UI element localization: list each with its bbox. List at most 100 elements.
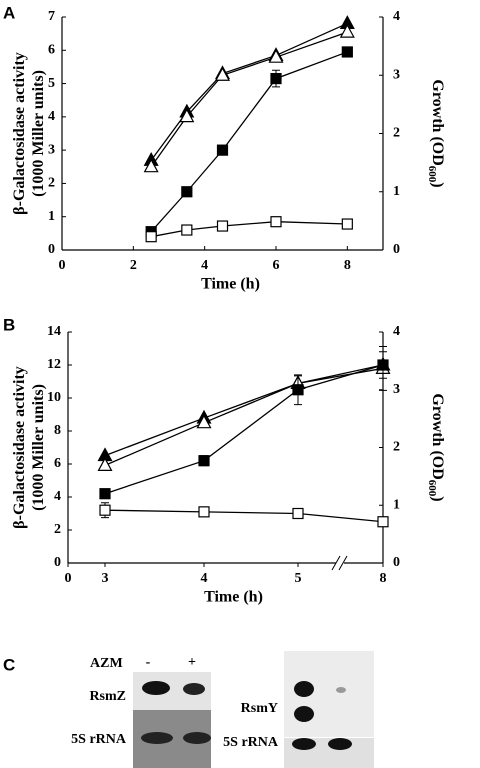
axis-break <box>331 555 341 571</box>
blot-label: RsmY <box>241 701 278 716</box>
axis-break-gap <box>336 560 344 566</box>
x-axis-title: Time (h) <box>201 276 260 293</box>
y2-tick-label: 3 <box>393 382 400 397</box>
treatment-label: AZM <box>90 656 123 671</box>
marker <box>198 506 210 518</box>
x-axis-title: Time (h) <box>204 589 263 606</box>
x-tick-label: 4 <box>201 571 208 586</box>
y-tick-label: 4 <box>54 489 61 504</box>
marker <box>216 144 229 156</box>
marker <box>196 414 212 429</box>
y2-axis-title-part: Growth (OD <box>429 79 446 165</box>
series-line <box>150 31 348 168</box>
series-line <box>104 364 384 495</box>
marker <box>341 218 353 230</box>
x-tick-label: 4 <box>201 258 208 273</box>
y2-tick-label: 4 <box>393 9 400 24</box>
x-tick-label: 3 <box>102 571 109 586</box>
blot-label: 5S rRNA <box>223 735 279 750</box>
marker <box>181 186 193 198</box>
y-tick-label: 5 <box>48 76 55 91</box>
panel-c: AZM - + - + RsmZ 5S rRNA RsmY 5S rRNA <box>71 651 374 768</box>
marker <box>214 66 231 81</box>
series-line <box>104 367 384 466</box>
y-axis-title-line: (1000 Miller units) <box>30 384 47 511</box>
y2-axis-title-part: 600 <box>426 480 438 497</box>
series-line <box>104 364 384 457</box>
marker <box>339 23 355 38</box>
marker <box>97 457 113 472</box>
marker <box>341 46 353 58</box>
y-tick-label: 0 <box>54 555 61 570</box>
band <box>183 683 205 695</box>
y2-axis-title: Growth (OD600) <box>426 393 446 501</box>
y2-tick-label: 2 <box>393 440 400 455</box>
x-tick-label: 8 <box>344 258 351 273</box>
blot-label: 5S rRNA <box>71 732 127 747</box>
marker <box>377 516 389 528</box>
y2-tick-label: 0 <box>393 242 400 257</box>
y2-axis-title: Growth (OD600) <box>426 79 446 187</box>
marker <box>99 504 111 516</box>
series-line <box>150 22 348 161</box>
lane-label: - <box>146 655 151 670</box>
axis-break <box>338 555 348 571</box>
marker <box>268 48 284 63</box>
y-tick-label: 3 <box>48 142 55 157</box>
marker <box>143 158 159 173</box>
band <box>328 738 352 750</box>
y-axis-title-line: β-Galactosidase activity <box>11 52 28 215</box>
x-tick-label: 5 <box>295 571 302 586</box>
y-axis-title-line: (1000 Miller units) <box>30 70 47 197</box>
band <box>292 738 316 750</box>
band <box>336 687 346 693</box>
band <box>183 732 211 744</box>
y-tick-label: 7 <box>48 9 55 24</box>
x-tick-label: 0 <box>59 258 66 273</box>
panel-label: C <box>3 655 15 674</box>
marker <box>377 359 389 371</box>
x-tick-label: 8 <box>380 571 387 586</box>
y2-axis-title-part: 600 <box>426 166 438 183</box>
marker <box>181 224 193 236</box>
y-tick-label: 10 <box>47 390 61 405</box>
y2-tick-label: 1 <box>393 497 400 512</box>
series-line <box>150 51 348 233</box>
y-tick-label: 4 <box>48 109 55 124</box>
band <box>294 706 314 722</box>
y-tick-label: 2 <box>48 176 55 191</box>
marker <box>216 220 229 232</box>
y-tick-label: 6 <box>48 43 55 58</box>
panel-label: B <box>3 315 15 334</box>
marker <box>99 488 111 500</box>
blot-label: RsmZ <box>89 689 126 704</box>
marker <box>292 507 304 520</box>
marker <box>270 72 282 85</box>
y-tick-label: 8 <box>54 423 61 438</box>
panel-label: A <box>3 3 15 22</box>
y-tick-label: 14 <box>47 324 61 339</box>
y-tick-label: 12 <box>47 357 61 372</box>
y-axis-title: β-Galactosidase activity (1000 Miller uni… <box>11 366 47 529</box>
marker <box>270 216 282 228</box>
y2-tick-label: 1 <box>393 184 400 199</box>
x-tick-label: 2 <box>130 258 137 273</box>
y-axis-title-line: β-Galactosidase activity <box>11 366 28 529</box>
y2-axis-title-part: ) <box>429 496 446 501</box>
y2-axis-title-part: Growth (OD <box>429 393 446 479</box>
y2-tick-label: 0 <box>393 555 400 570</box>
series-line <box>151 221 348 238</box>
y-tick-label: 0 <box>48 242 55 257</box>
y2-tick-label: 4 <box>393 324 400 339</box>
y2-axis-title-part: ) <box>429 182 446 187</box>
y-axis-title: β-Galactosidase activity (1000 Miller uni… <box>11 52 47 215</box>
series-line <box>104 509 384 523</box>
x-tick-label: 0 <box>65 571 72 586</box>
marker <box>292 384 304 396</box>
y-tick-label: 2 <box>54 522 61 537</box>
y2-tick-label: 3 <box>393 67 400 82</box>
x-tick-label: 6 <box>273 258 280 273</box>
y-tick-label: 6 <box>54 456 61 471</box>
band <box>141 732 173 744</box>
